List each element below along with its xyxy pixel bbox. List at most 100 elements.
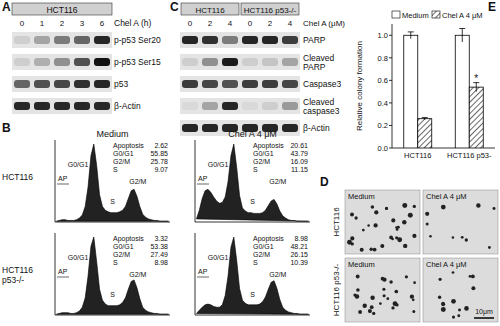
colony bbox=[350, 236, 354, 240]
blot-strip bbox=[12, 76, 112, 92]
row-label: Caspase3 bbox=[303, 79, 342, 89]
axis bbox=[55, 222, 170, 223]
band bbox=[74, 58, 90, 66]
band bbox=[94, 58, 110, 66]
blot-strip bbox=[12, 54, 112, 70]
phase-label: G2/M bbox=[269, 271, 286, 278]
stat-value: 3.32 bbox=[154, 235, 168, 242]
phase-label: G0/G1 bbox=[208, 161, 229, 168]
colony bbox=[457, 314, 460, 317]
legend-swatch bbox=[432, 11, 440, 18]
axis bbox=[55, 140, 56, 222]
colony bbox=[471, 286, 475, 290]
scale-bar-label: 10μm bbox=[475, 308, 493, 316]
image-frame bbox=[345, 258, 420, 322]
band bbox=[34, 80, 50, 88]
row-label: HCT116 bbox=[2, 265, 33, 275]
colony bbox=[354, 216, 357, 219]
lane-label: 6 bbox=[100, 19, 105, 28]
phase-label: S bbox=[250, 198, 255, 205]
blot-strip bbox=[180, 54, 300, 70]
stat-value: 48.21 bbox=[290, 243, 308, 250]
colony bbox=[469, 275, 472, 278]
colony bbox=[408, 213, 413, 218]
phase-label: G0/G1 bbox=[68, 254, 89, 261]
band bbox=[282, 36, 298, 44]
colony bbox=[385, 207, 388, 210]
image-label: Medium bbox=[348, 192, 375, 201]
stat-value: 55.85 bbox=[150, 150, 168, 157]
stat-name: G2/M bbox=[253, 251, 270, 258]
colony bbox=[403, 244, 407, 248]
phase-label: AP bbox=[58, 268, 68, 275]
colony bbox=[358, 310, 362, 314]
bars bbox=[404, 29, 484, 148]
band bbox=[14, 102, 30, 110]
blot-strip bbox=[12, 98, 112, 114]
row-label: β-Actin bbox=[114, 101, 141, 111]
treatment-label: Chel A (μM) bbox=[303, 19, 345, 28]
lane-label: 4 bbox=[288, 19, 293, 28]
lane-label: 4 bbox=[228, 19, 233, 28]
band bbox=[282, 80, 298, 88]
stat-value: 9.07 bbox=[154, 166, 168, 173]
lane-label: 2 bbox=[208, 19, 213, 28]
phase-label: S bbox=[110, 291, 115, 298]
legend-label: Chel A 4 μM bbox=[442, 11, 483, 20]
axis bbox=[195, 140, 196, 222]
colony bbox=[441, 307, 446, 312]
band bbox=[262, 36, 278, 44]
row-label: p53 bbox=[114, 79, 128, 89]
histogram bbox=[196, 144, 308, 221]
phase-label: G0/G1 bbox=[68, 161, 89, 168]
band bbox=[282, 124, 298, 132]
stat-value: 43.79 bbox=[290, 150, 308, 157]
bar bbox=[469, 87, 483, 148]
x-tick-label: HCT116 p53- bbox=[447, 151, 492, 160]
colony bbox=[439, 278, 442, 281]
y-axis-label: Relative colony formation bbox=[355, 41, 364, 131]
band bbox=[222, 58, 238, 66]
colony bbox=[369, 248, 372, 251]
band bbox=[222, 36, 238, 44]
stat-name: G0/G1 bbox=[113, 150, 134, 157]
row-label: HCT116 bbox=[332, 207, 341, 237]
band bbox=[54, 58, 70, 66]
annotations: * bbox=[474, 73, 478, 84]
y-tick-label: 0.6 bbox=[378, 76, 388, 85]
axis bbox=[195, 222, 310, 223]
band bbox=[14, 80, 30, 88]
panel-label: D bbox=[320, 175, 329, 189]
colony bbox=[379, 302, 382, 305]
colony bbox=[382, 288, 385, 291]
row-label: p-p53 Ser15 bbox=[114, 57, 161, 67]
bar bbox=[418, 119, 432, 148]
colony bbox=[488, 246, 491, 249]
histogram-plot bbox=[195, 140, 310, 222]
colony bbox=[412, 310, 415, 313]
colony bbox=[389, 280, 392, 283]
axis bbox=[55, 315, 170, 316]
y-tick bbox=[389, 57, 392, 58]
colony bbox=[402, 220, 406, 224]
legend-swatch bbox=[392, 11, 400, 18]
colony bbox=[395, 303, 398, 306]
axis bbox=[55, 233, 56, 315]
colony bbox=[464, 306, 469, 311]
gate bbox=[57, 184, 69, 185]
row-label: p53-/- bbox=[2, 275, 24, 285]
gate bbox=[57, 277, 69, 278]
axis bbox=[195, 233, 196, 315]
stat-name: G0/G1 bbox=[113, 243, 134, 250]
band bbox=[14, 36, 30, 44]
panel-label: C bbox=[170, 0, 179, 14]
stat-name: Apoptosis bbox=[113, 235, 144, 243]
stat-name: G2/M bbox=[113, 158, 130, 165]
band bbox=[222, 102, 238, 110]
histogram bbox=[196, 237, 308, 314]
image-label: Medium bbox=[348, 260, 375, 269]
band bbox=[282, 58, 298, 66]
band bbox=[94, 80, 110, 88]
colony bbox=[362, 229, 365, 232]
band bbox=[242, 36, 258, 44]
